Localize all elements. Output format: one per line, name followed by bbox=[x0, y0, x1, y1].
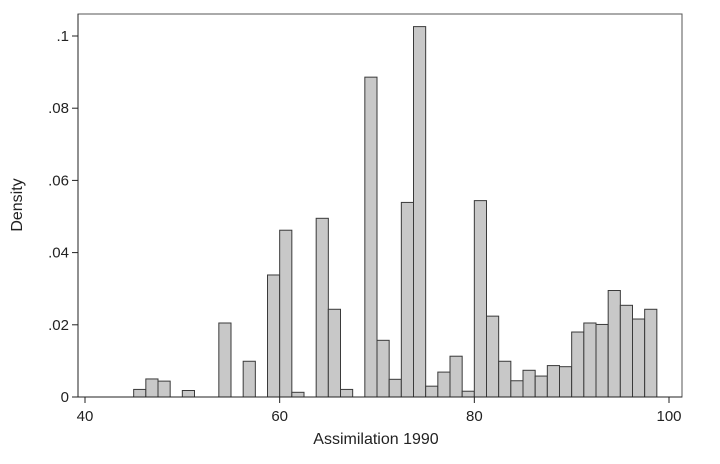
y-tick-label: .08 bbox=[48, 100, 69, 117]
histogram-bar bbox=[145, 378, 159, 398]
histogram-bar bbox=[619, 304, 634, 398]
x-tick-label: 60 bbox=[271, 408, 288, 425]
histogram-bar bbox=[133, 388, 147, 398]
histogram-bar bbox=[571, 331, 585, 398]
y-tick-label: 0 bbox=[61, 389, 69, 406]
histogram-bar bbox=[534, 375, 548, 398]
y-tick-label: .04 bbox=[48, 245, 69, 262]
histogram-bar bbox=[327, 308, 341, 398]
histogram-bar bbox=[595, 323, 609, 398]
histogram-bar bbox=[546, 365, 561, 398]
histogram-bar bbox=[413, 26, 427, 398]
x-axis-title: Assimilation 1990 bbox=[313, 431, 439, 448]
histogram-bar bbox=[291, 391, 305, 398]
histogram-bar bbox=[498, 360, 512, 398]
histogram-bar bbox=[181, 390, 196, 398]
histogram-bar bbox=[425, 385, 439, 398]
y-tick-label: .06 bbox=[48, 172, 69, 189]
histogram-bar bbox=[559, 366, 573, 398]
y-axis: 0 .02 .04 .06 .08 .1 bbox=[48, 14, 79, 406]
x-tick-label: 40 bbox=[77, 408, 94, 425]
histogram-bar bbox=[218, 322, 232, 398]
y-axis-title: Density bbox=[9, 178, 26, 231]
x-tick-label: 80 bbox=[466, 408, 483, 425]
x-tick-label: 100 bbox=[656, 408, 681, 425]
histogram-bar bbox=[522, 369, 536, 398]
histogram-bar bbox=[400, 201, 414, 398]
histogram-bar bbox=[486, 315, 500, 398]
histogram-bar bbox=[279, 229, 293, 398]
histogram-bar bbox=[157, 380, 171, 398]
histogram-bar bbox=[340, 388, 354, 398]
histogram-bar bbox=[376, 339, 390, 398]
histogram-bar bbox=[632, 318, 646, 398]
histogram-bar bbox=[315, 217, 329, 398]
x-axis: 40 60 80 100 bbox=[77, 396, 682, 425]
histogram-bar bbox=[388, 378, 402, 398]
histogram-bar bbox=[267, 274, 281, 398]
histogram-bar bbox=[364, 76, 378, 398]
histogram-bar bbox=[461, 390, 475, 398]
histogram-bar bbox=[449, 355, 463, 398]
histogram-bar bbox=[437, 371, 451, 398]
histogram-bar bbox=[242, 360, 256, 398]
histogram-bar bbox=[607, 290, 621, 398]
histogram-bar bbox=[644, 308, 658, 398]
y-tick-label: .1 bbox=[56, 28, 69, 45]
histogram-bar bbox=[473, 200, 487, 398]
bars-group bbox=[133, 26, 658, 398]
y-tick-label: .02 bbox=[48, 317, 69, 334]
histogram-bar bbox=[510, 380, 524, 398]
histogram-bar bbox=[583, 322, 597, 398]
